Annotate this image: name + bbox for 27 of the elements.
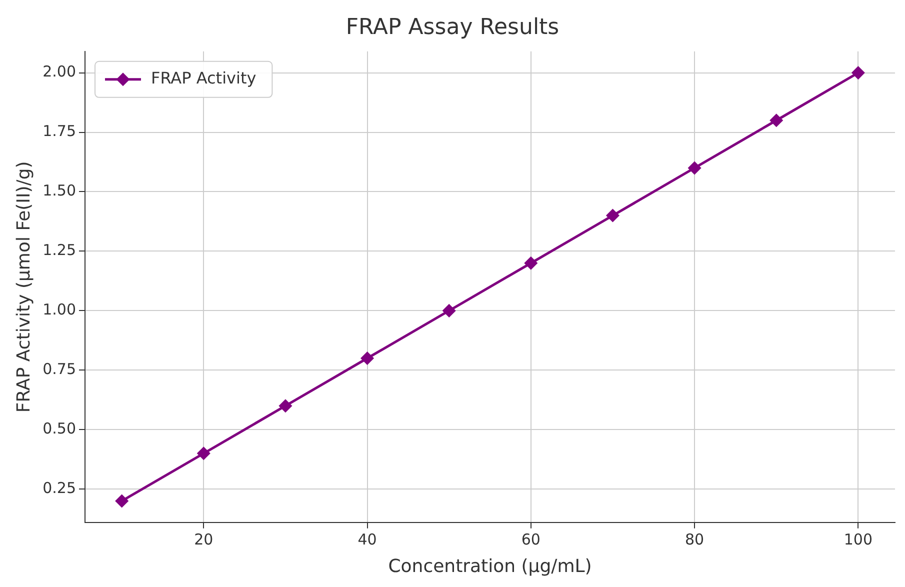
point: [361, 352, 374, 365]
x-axis-title: Concentration (µg/mL): [388, 556, 592, 577]
y-tick-label: 0.75: [42, 360, 76, 378]
point: [770, 114, 783, 127]
point: [852, 66, 864, 80]
x-tick-label: 100: [844, 530, 872, 548]
point: [524, 256, 538, 270]
x-tick-label: 40: [358, 530, 377, 548]
x-tick-label: 20: [194, 530, 214, 548]
y-tick-label: 1.75: [42, 122, 76, 140]
x-tick-label: 80: [685, 530, 704, 548]
y-tick-label: 1.25: [42, 241, 76, 260]
point: [606, 209, 619, 222]
point: [116, 494, 128, 508]
point: [197, 447, 210, 460]
y-tick-label: 1.50: [42, 182, 76, 200]
y-tick-label: 0.50: [42, 420, 76, 438]
y-axis-title: FRAP Activity (µmol Fe(II)/g): [13, 161, 34, 413]
legend-label: FRAP Activity: [151, 68, 256, 88]
point: [442, 304, 456, 317]
x-tick-label: 60: [521, 530, 540, 548]
point: [279, 400, 292, 412]
chart-title: FRAP Assay Results: [346, 14, 560, 40]
y-tick-label: 1.00: [42, 300, 76, 319]
y-tick-label: 2.00: [42, 62, 76, 81]
point: [688, 162, 701, 174]
y-tick-label: 0.25: [42, 478, 76, 497]
